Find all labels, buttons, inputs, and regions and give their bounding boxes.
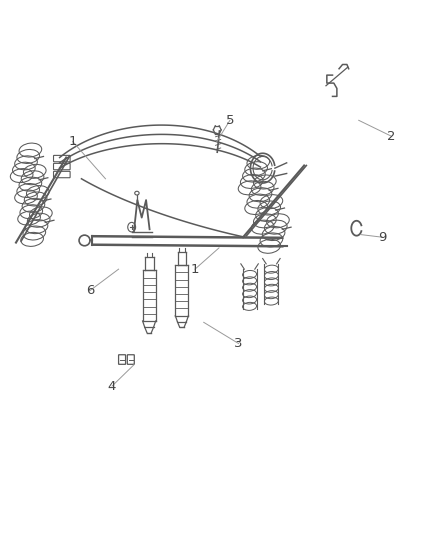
Text: 1: 1 <box>191 263 199 276</box>
Text: 4: 4 <box>108 379 116 393</box>
Text: 5: 5 <box>226 114 234 127</box>
Text: 6: 6 <box>86 284 94 297</box>
Text: 2: 2 <box>387 130 396 143</box>
Text: 1: 1 <box>68 135 77 148</box>
Text: 3: 3 <box>234 337 243 350</box>
Text: 9: 9 <box>378 231 387 244</box>
